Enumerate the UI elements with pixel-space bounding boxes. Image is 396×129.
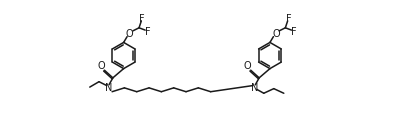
Text: O: O <box>272 29 280 39</box>
Text: F: F <box>286 14 291 24</box>
Text: N: N <box>251 83 258 93</box>
Text: F: F <box>145 27 150 37</box>
Text: F: F <box>291 27 297 37</box>
Text: F: F <box>139 14 145 24</box>
Text: O: O <box>97 61 105 71</box>
Text: O: O <box>244 61 251 71</box>
Text: N: N <box>105 83 112 93</box>
Text: O: O <box>126 29 133 39</box>
